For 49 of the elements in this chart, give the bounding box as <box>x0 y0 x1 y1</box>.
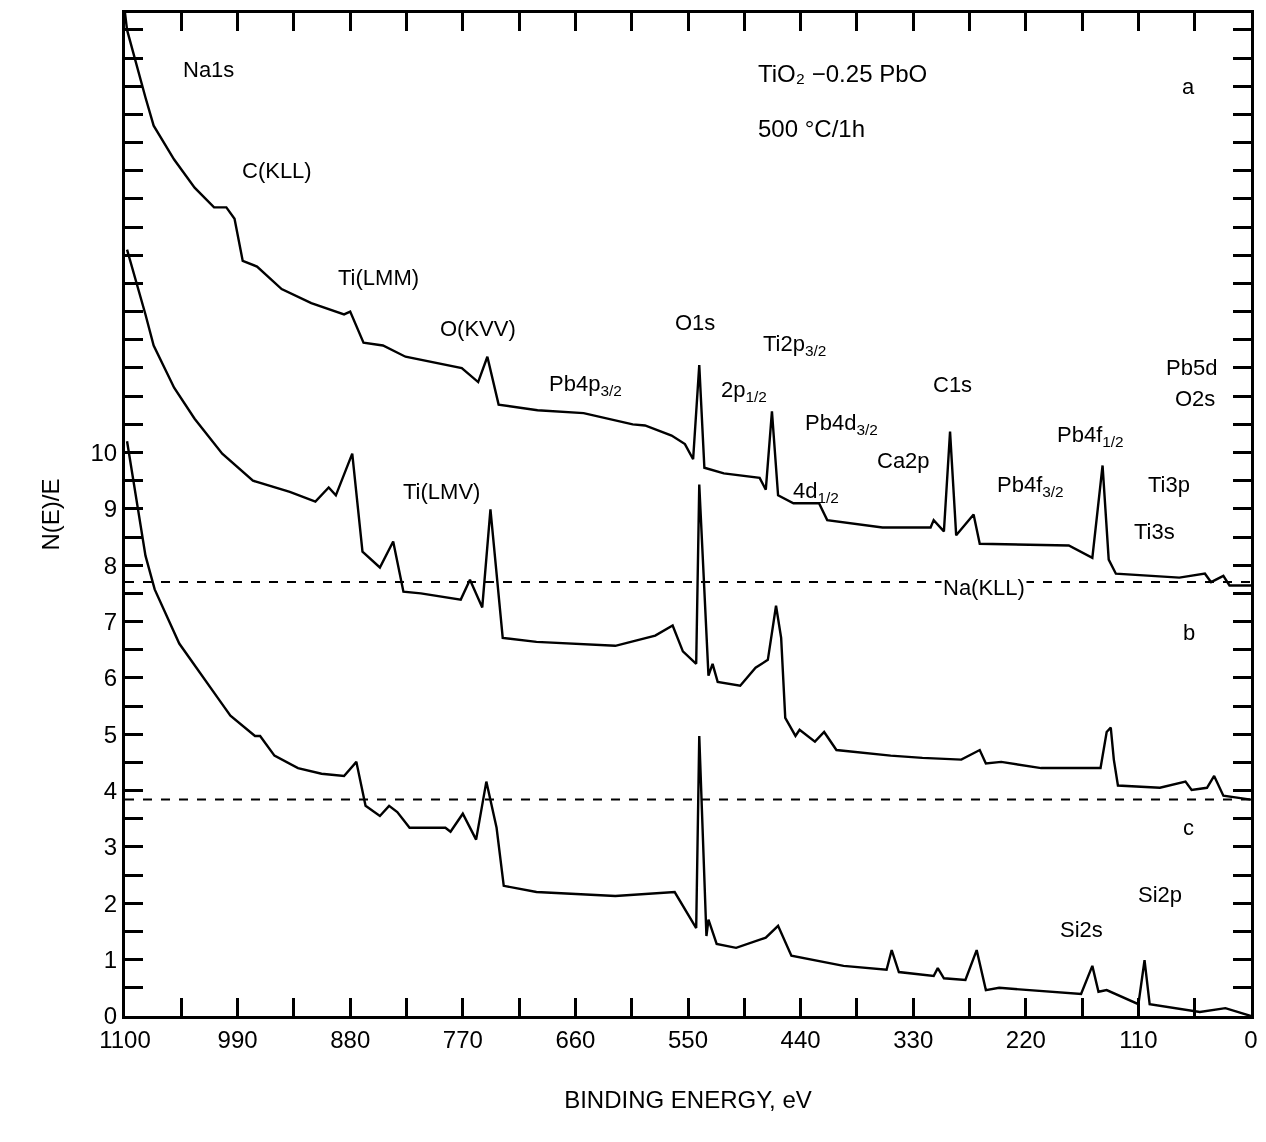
annotation: Ca2p <box>877 448 930 473</box>
x-axis-title: BINDING ENERGY, eV <box>564 1086 812 1114</box>
y-tick-label: 7 <box>103 607 118 635</box>
y-tick-label: 1 <box>103 946 118 974</box>
x-tick-label: 990 <box>217 1025 258 1053</box>
x-tick-label: 660 <box>555 1025 596 1053</box>
annotation: Ti3s <box>1134 519 1175 544</box>
annotation: Pb4p$_{3/2}$ <box>549 371 622 399</box>
x-tick-label: 880 <box>330 1025 371 1053</box>
annotation: Pb4f$_{3/2}$ <box>997 472 1064 500</box>
annotation: c <box>1183 815 1194 840</box>
y-tick-label: 5 <box>103 720 118 748</box>
annotation: C(KLL) <box>242 158 312 183</box>
y-tick-label: 8 <box>103 551 118 579</box>
annotation: 2p$_{1/2}$ <box>721 377 767 405</box>
x-tick-label: 110 <box>1119 1025 1158 1053</box>
annotation: Ti(LMV) <box>403 479 481 504</box>
x-tick-label: 0 <box>1244 1025 1258 1053</box>
y-tick-label: 10 <box>90 438 118 466</box>
y-tick-label: 4 <box>103 777 118 805</box>
y-tick-label: 6 <box>103 664 118 692</box>
annotation: Pb4f$_{1/2}$ <box>1057 422 1124 450</box>
annotation: Pb4d$_{3/2}$ <box>805 410 878 438</box>
annotation: Si2p <box>1138 882 1183 907</box>
text: TiO₂ −0.25 PbO <box>758 60 928 87</box>
x-tick-label: 440 <box>780 1025 821 1053</box>
x-tick-label: 220 <box>1005 1025 1046 1053</box>
annotation: Si2s <box>1060 917 1103 942</box>
annotation: O(KVV) <box>440 316 516 341</box>
annotation: O2s <box>1175 386 1216 411</box>
x-tick-label: 770 <box>442 1025 483 1053</box>
annotation: Na1s <box>183 57 235 82</box>
y-tick-label: 9 <box>103 495 118 523</box>
annotation: Ti3p <box>1148 472 1190 497</box>
annotation: O1s <box>675 310 716 335</box>
annotation: b <box>1183 620 1196 645</box>
y-tick-label: 3 <box>103 833 118 861</box>
x-tick-label: 550 <box>667 1025 709 1053</box>
annotation: Pb5d <box>1166 355 1218 380</box>
annotation: Ti2p$_{3/2}$ <box>763 331 827 359</box>
annotation: C1s <box>933 372 973 397</box>
annotation: Ti(LMM) <box>338 265 420 290</box>
annotation: a <box>1182 74 1195 99</box>
annotation: Na(KLL) <box>943 575 1025 600</box>
annotation: 4d$_{1/2}$ <box>793 478 839 506</box>
text: 500 °C/1h <box>758 115 866 142</box>
y-tick-label: 2 <box>103 889 118 917</box>
y-axis-title: N(E)/E <box>36 478 64 551</box>
x-tick-label: 330 <box>893 1025 934 1053</box>
